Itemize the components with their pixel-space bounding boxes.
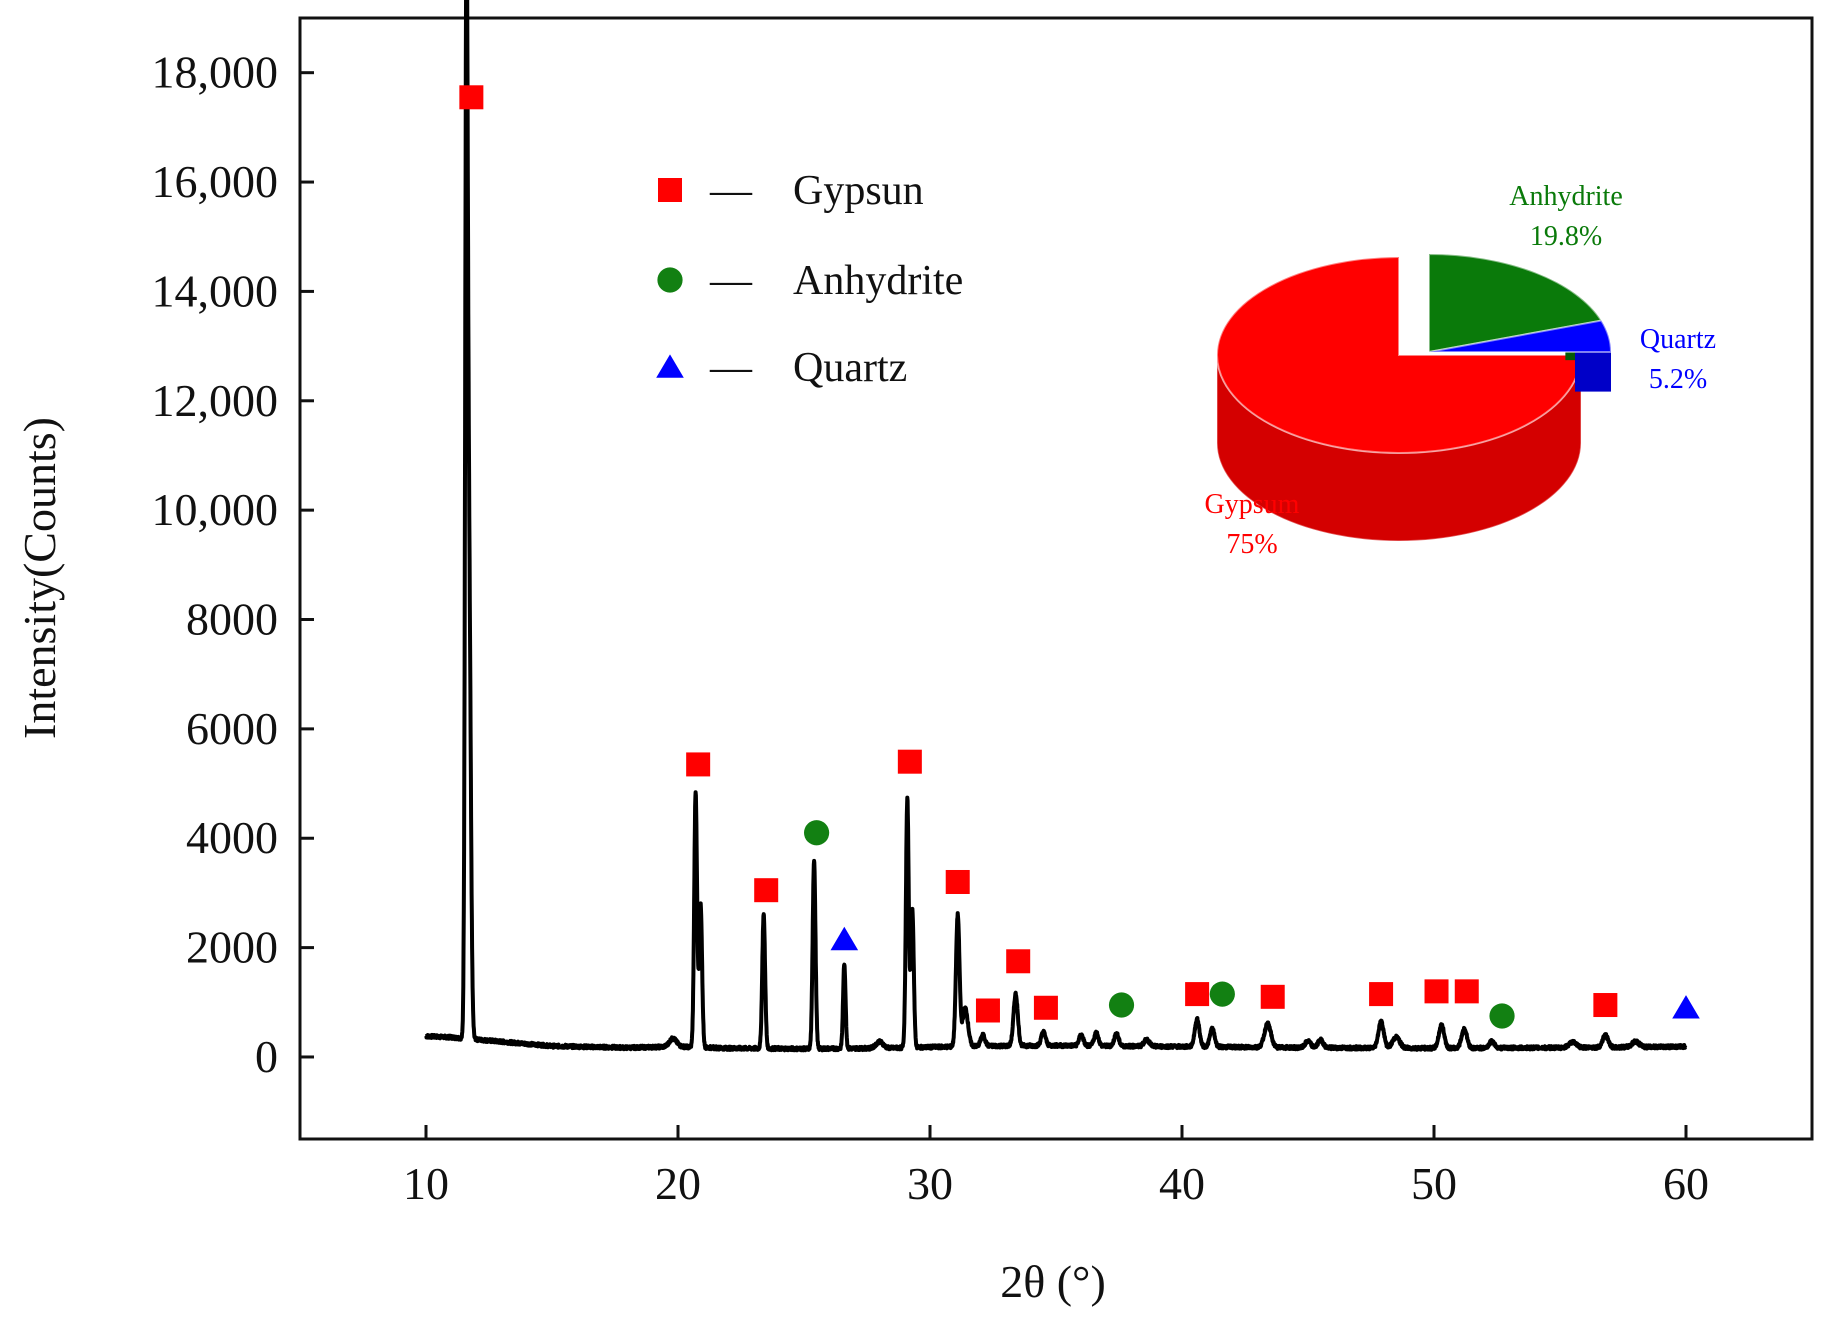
y-axis-title: Intensity(Counts) [14,417,65,739]
legend-label: Quartz [793,345,907,391]
pie-label-quartz: Quartz [1640,324,1716,355]
quartz-legend-icon [656,354,684,378]
pie-pct-quartz: 5.2% [1649,364,1707,395]
x-tick-label: 40 [1159,1158,1205,1209]
legend-label: Gypsun [793,168,924,214]
gypsun-marker [459,85,484,110]
anhydrite-marker [1108,992,1135,1018]
anhydrite-legend-icon [657,267,683,293]
gypsun-marker [897,749,922,774]
pie-label-anhydrite: Anhydrite [1509,181,1623,212]
y-tick-label: 6000 [186,703,278,754]
pie-slice-quartz [1428,319,1613,440]
x-tick-label: 50 [1411,1158,1457,1209]
plot-frame [298,16,1814,1141]
gypsun-marker [1006,949,1031,974]
gypsun-marker [1033,995,1058,1020]
gypsun-legend-icon [658,178,682,202]
anhydrite-marker [804,820,830,846]
y-tick-label: 10,000 [152,484,279,535]
gypsun-marker [686,752,711,777]
y-tick-label: 0 [255,1031,278,1082]
inset-pie-chart: Gypsum 75% Anhydrite 19.8% Quartz 5.2% [1205,181,1717,560]
y-tick-label: 14,000 [152,265,279,316]
gypsun-marker [1369,982,1394,1007]
x-tick-label: 20 [655,1158,701,1209]
pie-label-gypsum: Gypsum [1205,489,1300,520]
anhydrite-marker [1209,981,1235,1007]
y-tick-label: 16,000 [152,156,279,207]
gypsun-marker [1185,982,1210,1007]
gypsun-marker [945,869,970,894]
y-tick-label: 2000 [186,922,278,973]
y-axis-ticks: 0 2000 4000 6000 8000 10,000 12,000 14,000 16,00… [152,47,314,1082]
x-tick-label: 30 [907,1158,953,1209]
pie-pct-gypsum: 75% [1226,529,1277,560]
gypsun-marker [1593,993,1618,1018]
quartz-marker [830,926,859,951]
y-tick-label: 18,000 [152,47,279,98]
legend-dash: — [709,345,753,391]
phase-markers [459,85,1700,1029]
gypsun-marker [754,878,779,903]
anhydrite-marker [1489,1003,1515,1029]
x-axis-title: 2θ (°) [1000,1256,1106,1307]
y-tick-label: 12,000 [152,375,279,426]
x-tick-label: 60 [1663,1158,1709,1209]
gypsun-marker [1454,979,1479,1004]
xrd-pattern-line [424,0,1688,1053]
quartz-marker [1672,995,1700,1019]
legend-dash: — [709,168,753,214]
x-axis-ticks: 10 20 30 40 50 60 [403,1125,1709,1209]
legend-label: Anhydrite [793,258,963,304]
pie-pct-anhydrite: 19.8% [1530,221,1602,252]
gypsun-marker [975,998,1000,1023]
gypsun-marker [1260,984,1285,1009]
gypsun-marker [1424,979,1449,1004]
x-tick-label: 10 [403,1158,449,1209]
y-tick-label: 4000 [186,812,278,863]
legend-dash: — [709,258,753,304]
legend: — Gypsun — Anhydrite — Quartz [656,168,963,391]
y-tick-label: 8000 [186,594,278,645]
pie-slice-gypsum [1216,255,1583,542]
